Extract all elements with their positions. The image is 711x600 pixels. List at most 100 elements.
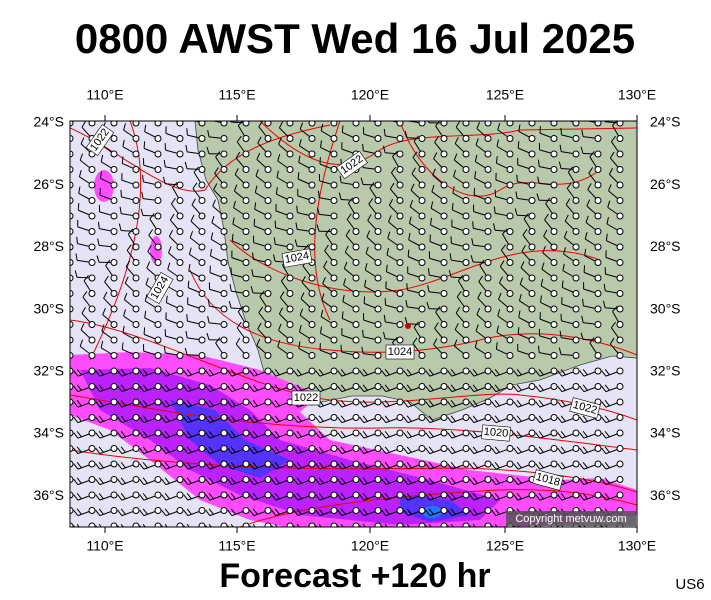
barb-feather — [494, 369, 500, 376]
barb-station — [550, 121, 558, 127]
graticule-labels: 110°E110°E115°E115°E120°E120°E125°E125°E… — [33, 87, 680, 554]
barb-feather — [233, 184, 238, 192]
barb-station — [110, 429, 118, 437]
barb-station — [70, 228, 74, 235]
barb-feather — [301, 276, 306, 283]
barb-feather — [252, 446, 258, 453]
barb-station — [88, 352, 96, 359]
barb-station — [88, 166, 96, 173]
barb-feather — [206, 332, 210, 340]
barb-feather — [582, 446, 588, 453]
barb-feather — [205, 401, 211, 408]
barb-station — [330, 166, 338, 173]
barb-feather — [518, 124, 521, 132]
barb-station — [176, 414, 184, 421]
barb-station — [198, 197, 206, 204]
barb-feather — [472, 462, 478, 469]
barb-feather — [161, 370, 167, 377]
barb-feather — [279, 291, 285, 298]
barb-station — [198, 274, 206, 282]
barb-station — [440, 290, 448, 297]
barb-station — [572, 321, 580, 328]
barb-station — [330, 491, 338, 499]
barb-feather — [183, 509, 189, 516]
barb-station — [286, 121, 294, 127]
barb-feather — [95, 370, 101, 377]
barb-station — [572, 259, 580, 266]
barb-station — [616, 414, 624, 421]
barb-feather — [293, 509, 299, 516]
barb-feather — [450, 462, 456, 469]
barb-feather — [274, 446, 280, 453]
barb-feather — [346, 213, 352, 220]
barb-station — [396, 305, 404, 313]
barb-station — [352, 181, 360, 189]
barb-feather — [381, 494, 387, 501]
barb-station — [506, 212, 514, 220]
barb-station — [506, 181, 514, 189]
barb-station — [70, 398, 74, 406]
barb-feather — [535, 401, 541, 408]
barb-feather — [538, 493, 544, 500]
barb-feather — [95, 463, 101, 470]
longitude-label: 125°E — [486, 538, 524, 554]
barb-station — [70, 290, 74, 297]
barb-station — [528, 336, 536, 344]
barb-feather — [73, 509, 79, 516]
barb-feather — [513, 432, 519, 439]
barb-feather — [388, 198, 394, 206]
barb-station — [528, 290, 536, 297]
barb-feather — [472, 221, 474, 229]
barb-station — [110, 414, 118, 421]
barb-station — [352, 445, 360, 452]
barb-feather — [80, 323, 85, 330]
barb-feather — [161, 385, 167, 392]
barb-feather — [205, 494, 211, 501]
barb-station — [110, 491, 118, 499]
barb-station — [176, 274, 184, 282]
isobar — [314, 121, 341, 321]
barb-feather — [453, 169, 456, 177]
barb-feather — [293, 463, 299, 470]
barb-station — [528, 414, 536, 421]
barb-feather — [227, 416, 233, 423]
barb-station — [198, 398, 206, 406]
barb-station — [374, 290, 382, 297]
barb-station — [110, 150, 118, 158]
barb-feather — [98, 493, 104, 500]
barb-station — [550, 259, 558, 266]
barb-station — [132, 243, 140, 251]
barb-station — [352, 305, 360, 313]
latitude-label: 26°S — [650, 176, 681, 192]
barb-feather — [207, 315, 210, 324]
barb-feather — [344, 245, 349, 253]
barb-feather — [475, 324, 479, 332]
barb-station — [418, 259, 426, 266]
barb-feather — [387, 231, 391, 239]
barb-station — [198, 507, 206, 514]
barb-station — [176, 121, 184, 127]
barb-feather — [274, 508, 280, 515]
barb-station — [176, 398, 184, 406]
barb-feather — [492, 223, 496, 231]
barb-feather — [126, 244, 132, 251]
barb-feather — [340, 400, 346, 407]
barb-station — [352, 135, 360, 142]
barb-station — [484, 367, 492, 375]
barb-feather — [450, 431, 456, 438]
barb-feather — [469, 478, 475, 485]
barb-feather — [428, 524, 432, 527]
barb-feather — [98, 415, 104, 422]
barb-feather — [227, 494, 233, 501]
barb-feather — [428, 446, 434, 453]
barb-feather — [206, 146, 210, 154]
barb-station — [484, 274, 492, 282]
barb-station — [264, 522, 272, 527]
barb-station — [220, 181, 228, 189]
barb-station — [110, 259, 118, 266]
barb-feather — [257, 136, 262, 144]
barb-station — [110, 181, 118, 189]
longitude-label: 130°E — [618, 87, 656, 103]
barb-station — [110, 522, 118, 527]
barb-station — [594, 305, 602, 313]
